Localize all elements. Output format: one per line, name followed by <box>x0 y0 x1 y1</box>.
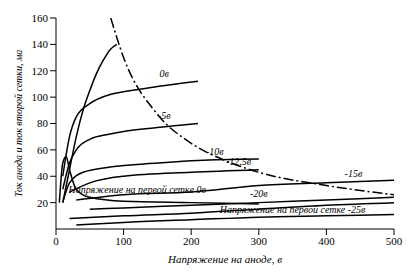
svg-text:Напряжение на аноде, в: Напряжение на аноде, в <box>167 253 282 265</box>
svg-text:Напряжение на первой сетке 0в: Напряжение на первой сетке 0в <box>67 184 206 195</box>
svg-text:100: 100 <box>115 235 132 247</box>
svg-text:120: 120 <box>32 65 49 77</box>
svg-text:200: 200 <box>183 235 200 247</box>
svg-text:Напряжение на первой сетке -25: Напряжение на первой сетке -25в <box>219 204 366 215</box>
svg-text:300: 300 <box>251 235 268 247</box>
svg-text:40: 40 <box>37 170 49 182</box>
svg-text:80: 80 <box>37 117 49 129</box>
svg-text:-12,5в: -12,5в <box>226 156 252 167</box>
svg-text:-15в: -15в <box>345 168 363 179</box>
svg-text:0в: 0в <box>159 68 169 79</box>
svg-text:-10в: -10в <box>206 146 224 157</box>
svg-text:140: 140 <box>32 38 49 50</box>
svg-text:Ток анода и ток второй сетки,: Ток анода и ток второй сетки, ма <box>13 50 24 198</box>
svg-text:60: 60 <box>37 144 49 156</box>
svg-text:400: 400 <box>318 235 335 247</box>
svg-text:500: 500 <box>386 235 403 247</box>
svg-text:160: 160 <box>32 12 49 24</box>
svg-text:100: 100 <box>32 91 49 103</box>
svg-text:20: 20 <box>37 197 49 209</box>
svg-text:0: 0 <box>53 235 59 247</box>
svg-text:-5в: -5в <box>158 110 171 121</box>
svg-text:-20в: -20в <box>250 188 268 199</box>
